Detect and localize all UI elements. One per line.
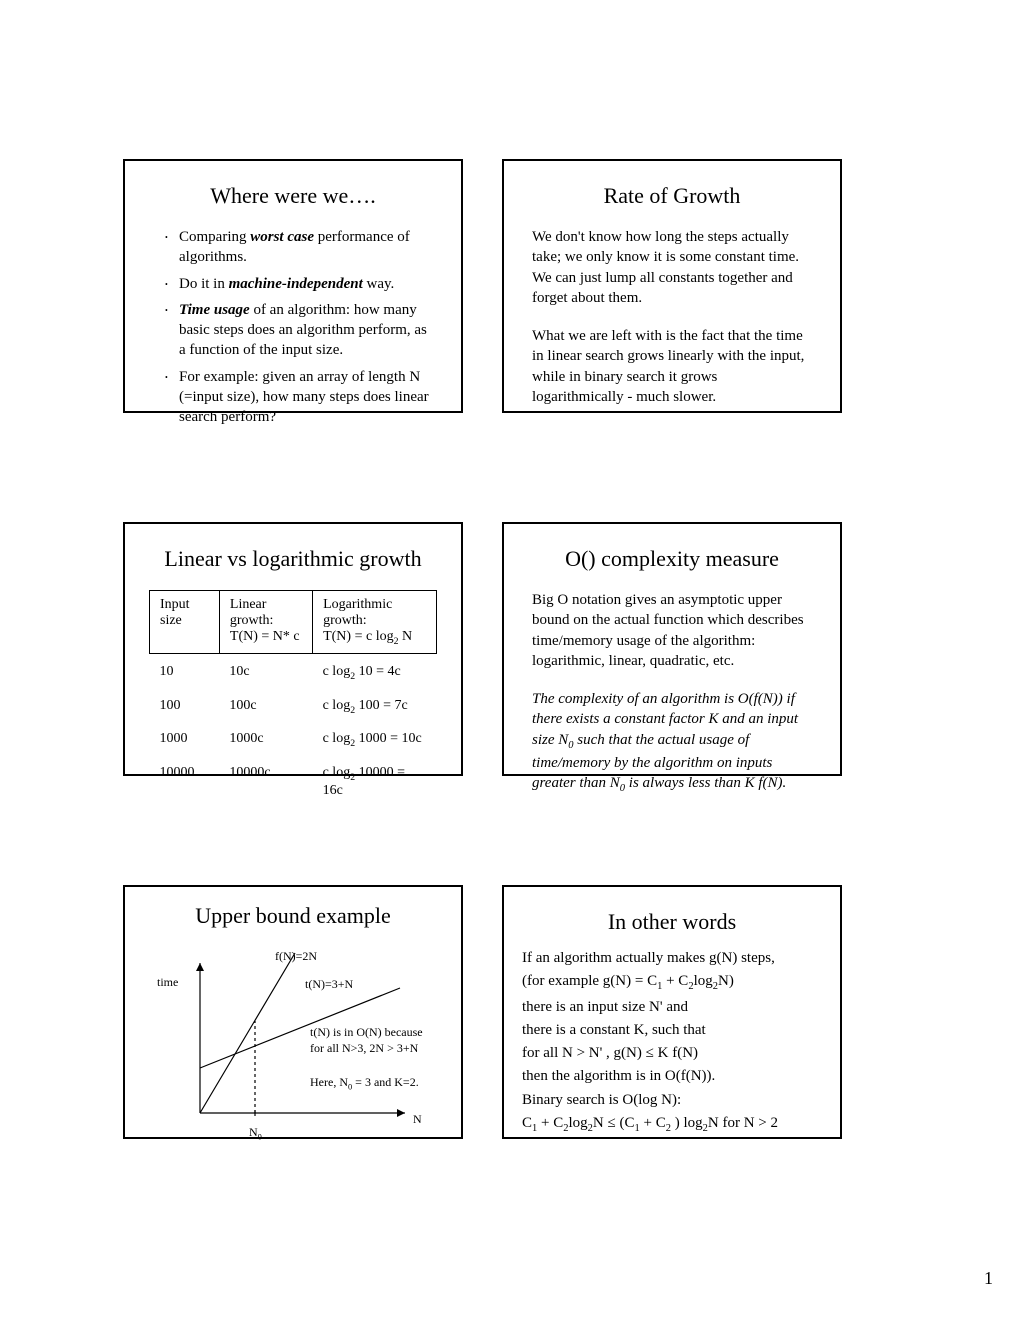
chart-label: time [157,975,178,990]
chart-annotation: Here, N0 = 3 and K=2. [310,1075,430,1093]
slide-title: Linear vs logarithmic growth [125,546,461,572]
slide-where-were-we: Where were we…. Comparing worst case per… [123,159,463,413]
text-line: there is an input size N' and [522,996,822,1019]
chart-label: f(N)=2N [275,949,317,964]
text-line: If an algorithm actually makes g(N) step… [522,947,822,970]
paragraph: Big O notation gives an asymptotic upper… [532,590,812,671]
slide-title: Where were we…. [125,183,461,209]
text-line: (for example g(N) = C1 + C2log2N) [522,970,822,995]
text-line: then the algorithm is in O(f(N)). [522,1065,822,1088]
growth-table: Input size Linear growth: T(N) = N* c Lo… [149,590,437,805]
bullet-item: Comparing worst case performance of algo… [165,227,437,268]
table-row: 1010cc log2 10 = 4c [150,653,437,687]
chart-annotation: t(N) is in O(N) because for all N>3, 2N … [310,1025,430,1056]
table-row: 10001000cc log2 1000 = 10c [150,721,437,755]
table-row: 1000010000cc log2 10000 = 16c [150,755,437,805]
bullet-item: For example: given an array of length N … [165,367,437,428]
page-number: 1 [984,1268,993,1289]
paragraph: We don't know how long the steps actuall… [532,227,812,308]
slide-title: Upper bound example [125,903,461,929]
slide-big-o: O() complexity measure Big O notation gi… [502,522,842,776]
bullet-item: Do it in machine-independent way. [165,274,437,294]
page: Where were we…. Comparing worst case per… [0,0,1020,1320]
paragraph-block: Big O notation gives an asymptotic upper… [504,590,840,796]
text-line: for all N > N' , g(N) ≤ K f(N) [522,1042,822,1065]
text-line: C1 + C2log2N ≤ (C1 + C2 ) log2N for N > … [522,1112,822,1137]
slide-title: O() complexity measure [504,546,840,572]
upper-bound-chart: time f(N)=2N t(N)=3+N N N0 t(N) is in O(N) be… [145,933,461,1138]
chart-label: N [413,1112,422,1127]
table-header: Linear growth: T(N) = N* c [219,591,312,654]
slide-linear-vs-log: Linear vs logarithmic growth Input size … [123,522,463,776]
paragraph: What we are left with is the fact that t… [532,326,812,407]
slide-in-other-words: In other words If an algorithm actually … [502,885,842,1139]
text-line: Binary search is O(log N): [522,1089,822,1112]
table-header: Logarithmic growth: T(N) = c log2 N [313,591,437,654]
chart-label: t(N)=3+N [305,977,353,992]
bullet-list: Comparing worst case performance of algo… [125,227,461,427]
table-header: Input size [150,591,220,654]
slide-title: In other words [504,909,840,935]
text-line: there is a constant K, such that [522,1019,822,1042]
paragraph-italic: The complexity of an algorithm is O(f(N)… [532,689,812,796]
slide-upper-bound: Upper bound example time f(N)=2N t(N)=3+N N… [123,885,463,1139]
slide-title: Rate of Growth [504,183,840,209]
chart-label: N0 [249,1125,262,1141]
paragraph-block: We don't know how long the steps actuall… [504,227,840,407]
table-row: 100100cc log2 100 = 7c [150,688,437,722]
slide-rate-of-growth: Rate of Growth We don't know how long th… [502,159,842,413]
lines-block: If an algorithm actually makes g(N) step… [504,947,840,1137]
bullet-item: Time usage of an algorithm: how many bas… [165,300,437,361]
